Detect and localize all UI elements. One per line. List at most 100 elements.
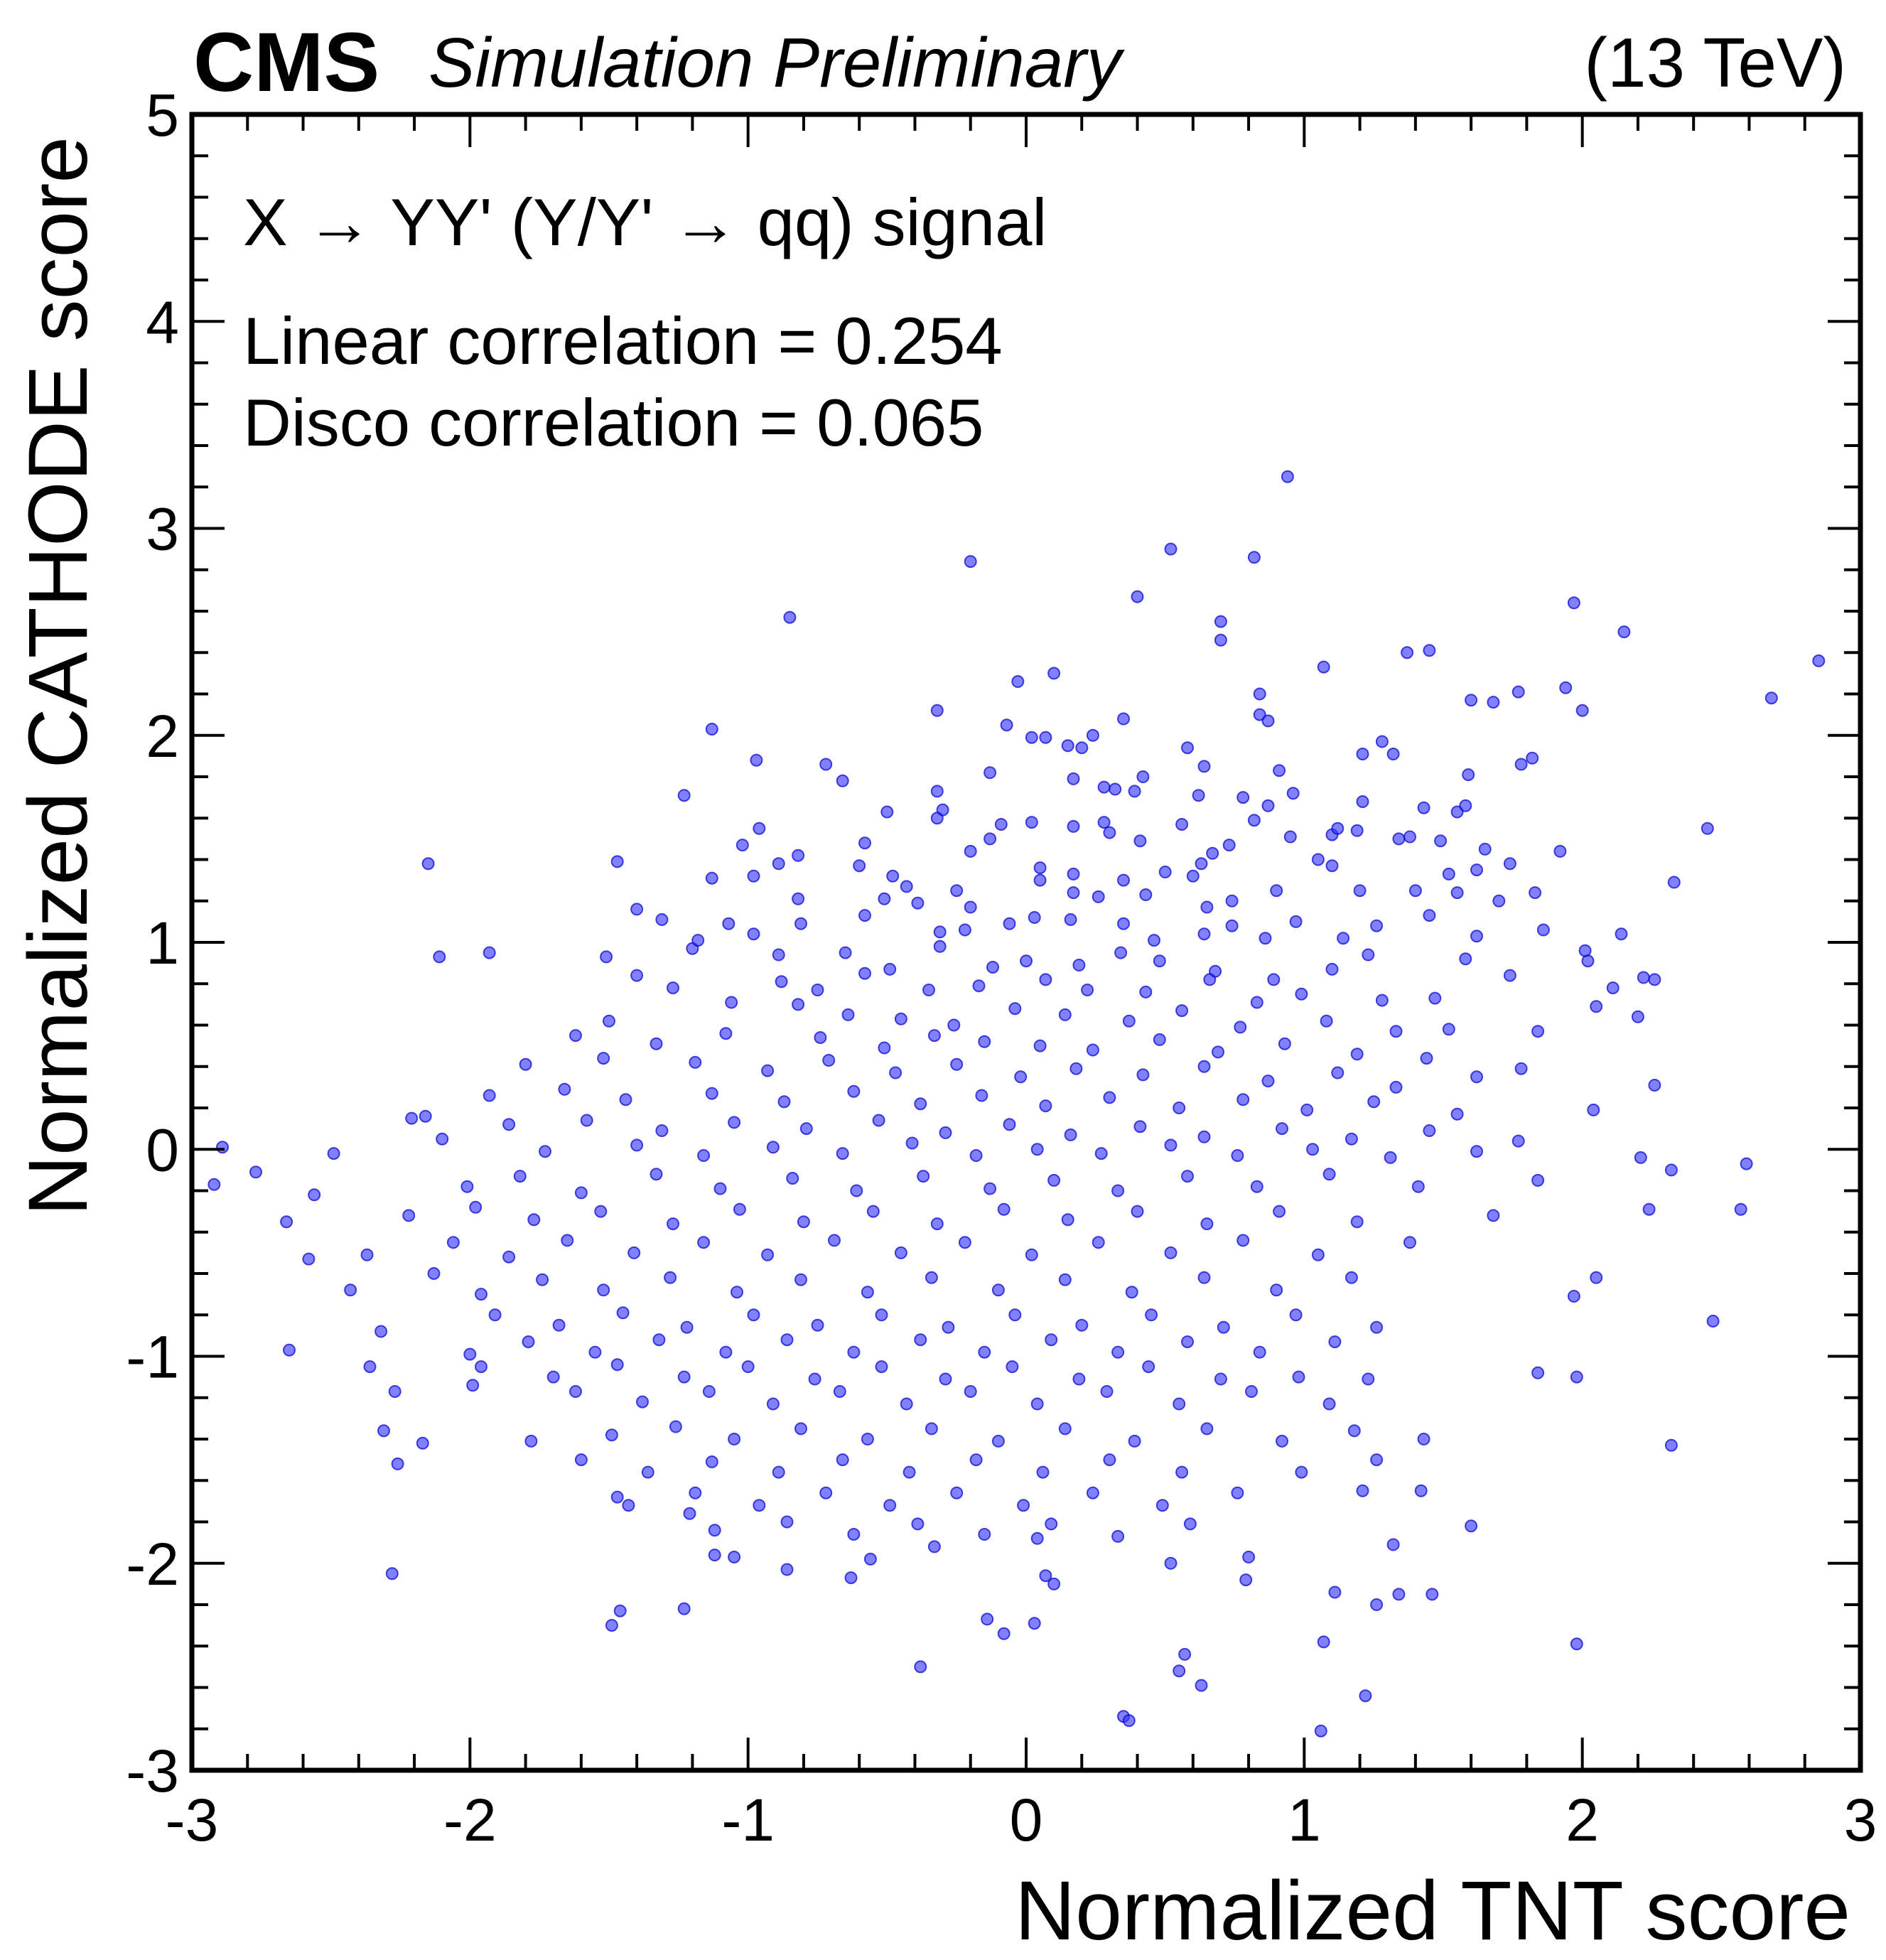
data-point	[930, 704, 944, 717]
data-point	[652, 1333, 666, 1347]
data-point	[561, 1234, 574, 1247]
data-point	[1192, 789, 1205, 802]
data-point	[1289, 1308, 1303, 1322]
data-point	[1423, 1124, 1436, 1137]
data-point	[861, 1286, 874, 1299]
data-point	[1236, 1234, 1250, 1247]
data-point	[814, 1031, 827, 1044]
data-point	[1103, 1091, 1116, 1104]
x-tick-label: 2	[1566, 1787, 1599, 1853]
data-point	[886, 869, 900, 883]
data-point	[1122, 1714, 1136, 1728]
data-point	[753, 1499, 766, 1512]
data-point	[1559, 681, 1573, 694]
data-point	[1278, 1037, 1291, 1050]
y-tick-label: 1	[146, 910, 179, 976]
data-point	[1117, 917, 1130, 930]
data-point	[546, 1370, 560, 1384]
x-tick-label: -3	[166, 1787, 219, 1853]
data-point	[822, 1054, 836, 1067]
data-point	[792, 849, 805, 862]
data-point	[1020, 954, 1033, 968]
data-point	[1153, 954, 1166, 968]
data-point	[1234, 1021, 1247, 1034]
data-point	[1008, 1308, 1022, 1322]
data-point	[1325, 859, 1339, 873]
data-point	[894, 1012, 907, 1025]
data-point	[1512, 685, 1525, 699]
data-point	[853, 859, 866, 873]
y-tick-label: -1	[126, 1324, 179, 1391]
data-point	[794, 1422, 807, 1436]
data-point	[1122, 1014, 1136, 1028]
data-point	[1526, 751, 1539, 765]
data-point	[1206, 846, 1219, 860]
data-point	[750, 753, 763, 767]
data-point	[839, 946, 852, 959]
data-point	[1097, 816, 1111, 829]
data-point	[622, 1499, 635, 1512]
data-point	[927, 1540, 941, 1554]
data-point	[446, 1236, 460, 1249]
data-point	[1214, 633, 1227, 647]
data-point	[363, 1360, 377, 1374]
data-point	[1195, 1679, 1208, 1692]
x-axis-title: Normalized TNT score	[1015, 1864, 1850, 1958]
data-point	[613, 1604, 627, 1617]
data-point	[1370, 1598, 1384, 1611]
data-point	[1103, 826, 1116, 839]
data-point	[689, 1486, 702, 1499]
data-point	[1158, 866, 1172, 878]
y-tick-label: 3	[146, 496, 179, 563]
y-tick-label: 4	[146, 289, 179, 355]
data-point	[360, 1248, 374, 1261]
data-point	[327, 1147, 340, 1161]
data-point	[1648, 973, 1661, 986]
data-point	[1028, 911, 1041, 924]
data-point	[1081, 984, 1094, 996]
data-point	[969, 1453, 983, 1467]
data-point	[964, 900, 977, 914]
data-point	[1139, 985, 1153, 998]
data-point	[1175, 1004, 1189, 1018]
data-point	[1362, 948, 1375, 962]
data-point	[1531, 1366, 1545, 1379]
data-point	[969, 1149, 983, 1162]
data-point	[1300, 1103, 1314, 1116]
data-point	[1270, 1283, 1283, 1297]
data-point	[630, 903, 644, 916]
data-point	[978, 1035, 991, 1048]
data-point	[911, 1517, 925, 1531]
y-tick-label: -3	[126, 1738, 179, 1804]
data-point	[1331, 822, 1345, 835]
data-point	[1350, 1215, 1364, 1229]
data-point	[600, 950, 613, 964]
data-point	[1492, 894, 1506, 908]
data-point	[1478, 842, 1492, 856]
data-point	[1225, 919, 1239, 932]
data-point	[1200, 1217, 1214, 1231]
data-point	[1295, 987, 1308, 1001]
data-point	[391, 1457, 404, 1470]
data-point	[1100, 1385, 1114, 1398]
data-point	[741, 1360, 755, 1374]
data-point	[900, 880, 913, 893]
data-point	[1570, 1637, 1583, 1651]
linear-correlation-annotation: Linear correlation = 0.254	[243, 303, 1003, 378]
data-point	[1069, 1062, 1083, 1075]
data-point	[811, 1318, 824, 1332]
data-point	[947, 1018, 961, 1032]
data-point	[1003, 917, 1016, 930]
data-point	[1578, 944, 1592, 957]
data-point	[1222, 839, 1236, 852]
data-point	[1064, 1128, 1077, 1141]
data-point	[819, 1486, 833, 1499]
data-point	[1030, 1143, 1044, 1156]
data-point	[1067, 886, 1080, 900]
data-point	[1514, 758, 1528, 771]
data-point	[1017, 1499, 1030, 1512]
data-point	[728, 1551, 741, 1563]
data-point	[1442, 867, 1455, 881]
data-point	[1006, 1360, 1019, 1374]
